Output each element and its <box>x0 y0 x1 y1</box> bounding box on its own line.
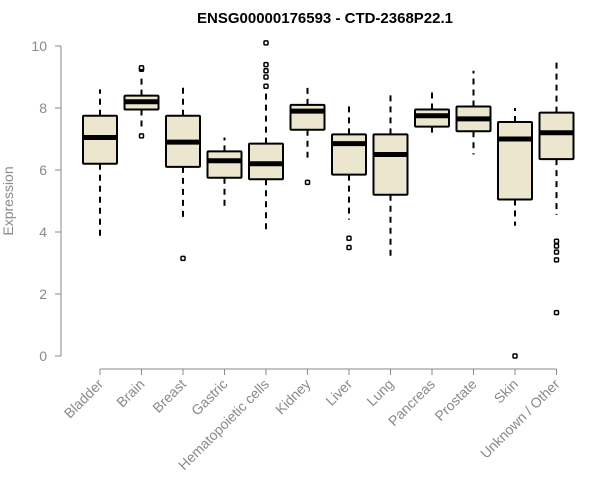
box-pancreas <box>414 92 450 136</box>
x-tick-label: Lung <box>363 376 396 409</box>
outlier-point <box>553 249 560 255</box>
x-tick-label: Brain <box>113 376 147 410</box>
y-tick-label: 4 <box>39 224 47 240</box>
outlier-point <box>263 40 269 46</box>
outlier-point <box>553 309 560 316</box>
outlier-point <box>180 255 186 262</box>
x-tick-label: Bladder <box>61 376 107 422</box>
y-tick-label: 10 <box>31 38 47 54</box>
y-tick-label: 0 <box>39 348 47 364</box>
outlier-point <box>263 68 269 74</box>
box-prostate <box>455 70 492 155</box>
outlier-point <box>512 353 518 359</box>
box-skin <box>497 108 533 359</box>
outlier-point <box>553 257 560 263</box>
outlier-point <box>263 83 269 90</box>
box-gastric <box>206 137 243 211</box>
x-tick-label: Prostate <box>431 376 479 424</box>
x-tick-label: Breast <box>149 376 189 416</box>
y-axis: 0 2 4 6 8 10 <box>31 38 62 364</box>
x-tick-label: Skin <box>491 376 522 407</box>
outlier-point <box>346 244 352 251</box>
box-breast <box>165 83 201 262</box>
box-bladder <box>82 89 118 237</box>
iqr-box <box>538 111 575 161</box>
y-tick-label: 6 <box>39 162 47 178</box>
x-tick-label: Kidney <box>272 376 314 418</box>
box-liver <box>331 104 367 251</box>
iqr-box <box>206 150 243 179</box>
box-kidney <box>289 83 326 186</box>
iqr-box <box>497 120 533 201</box>
y-axis-label: Expression <box>0 166 16 235</box>
outlier-point <box>263 61 269 68</box>
outlier-point <box>346 235 352 241</box>
outlier-point <box>263 74 269 80</box>
chart-title: ENSG00000176593 - CTD-2368P22.1 <box>197 10 453 27</box>
iqr-box <box>331 133 367 176</box>
iqr-box <box>372 133 409 196</box>
y-tick-label: 8 <box>39 100 47 116</box>
x-tick-label: Liver <box>322 376 355 409</box>
box-series <box>82 40 575 359</box>
y-tick-label: 2 <box>39 286 47 302</box>
box-unknown-other <box>538 59 575 316</box>
outlier-point <box>304 179 311 186</box>
outlier-point <box>553 243 560 249</box>
outlier-point <box>138 133 145 139</box>
box-brain <box>123 64 160 139</box>
x-tick-label: Unknown / Other <box>477 376 563 462</box>
outlier-point <box>553 238 560 245</box>
box-lung <box>372 90 409 260</box>
box-hematopoietic-cells <box>248 40 284 232</box>
outlier-point <box>138 64 145 71</box>
